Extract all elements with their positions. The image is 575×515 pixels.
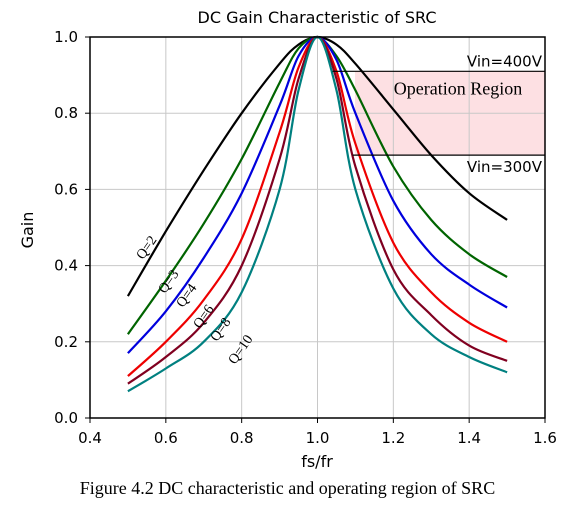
vin-low-label: Vin=300V: [467, 158, 543, 176]
x-tick-label: 0.6: [154, 429, 178, 447]
y-tick-label: 0.4: [54, 257, 78, 275]
dc-gain-chart: DC Gain Characteristic of SRC Gain fs/fr…: [18, 8, 557, 471]
x-tick-label: 1.6: [533, 429, 557, 447]
series-label: Q=4: [174, 281, 201, 310]
x-axis-label: fs/fr: [301, 452, 333, 471]
series-label: Q=8: [208, 315, 235, 344]
series-label: Q=10: [226, 333, 257, 368]
operation-region-label: Operation Region: [394, 78, 522, 98]
x-tick-label: 1.0: [306, 429, 330, 447]
y-tick-label: 0.8: [54, 104, 78, 122]
series-label: Q=3: [156, 267, 183, 296]
grid-layer: [90, 37, 545, 418]
x-tick-label: 1.2: [381, 429, 405, 447]
x-tick-label: 0.4: [78, 429, 102, 447]
y-tick-label: 0.0: [54, 409, 78, 427]
figure-caption: Figure 4.2 DC characteristic and operati…: [79, 478, 496, 498]
annotation-layer: Vin=400V Vin=300V Operation Region: [332, 52, 545, 176]
y-tick-label: 0.6: [54, 180, 78, 198]
x-tick-label: 0.8: [230, 429, 254, 447]
axis-layer: 0.4 0.6 0.8 1.0 1.2 1.4 1.6 0.0 0.2 0.4 0.6 0.8 1.0: [54, 28, 557, 447]
y-tick-label: 0.2: [54, 333, 78, 351]
vin-high-label: Vin=400V: [467, 52, 543, 70]
y-axis-label: Gain: [18, 212, 37, 249]
y-tick-label: 1.0: [54, 28, 78, 46]
chart-title: DC Gain Characteristic of SRC: [198, 8, 437, 27]
x-tick-label: 1.4: [457, 429, 481, 447]
